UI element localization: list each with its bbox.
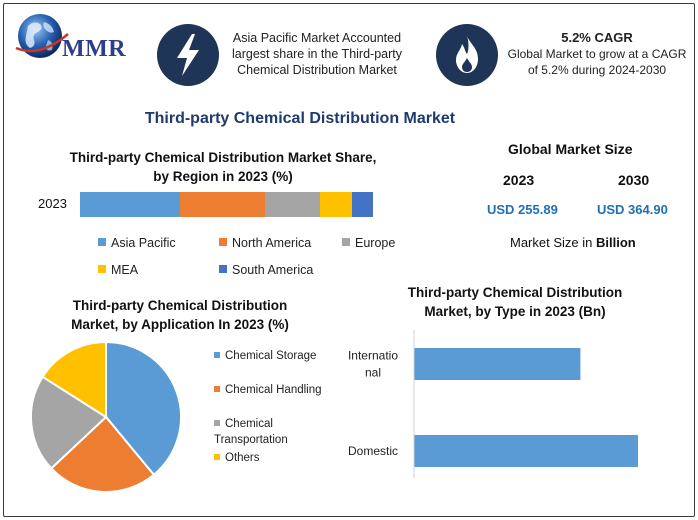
region-segment-europe (264, 192, 321, 217)
region-legend-item: Asia Pacific (98, 236, 176, 250)
legend-swatch (342, 238, 350, 246)
legend-label: North America (232, 236, 312, 250)
legend-swatch (214, 352, 220, 358)
region-segment-south-america (352, 192, 373, 217)
legend-label: MEA (111, 263, 139, 277)
flame-icon (436, 24, 498, 86)
type-chart-title: Third-party Chemical Distribution Market… (407, 285, 623, 319)
logo-text: MMR (62, 36, 127, 62)
legend-swatch (219, 265, 227, 273)
application-pie-chart (30, 340, 182, 493)
pie-slice-chemical-handling (49, 415, 156, 493)
highlight-card-cagr: 5.2% CAGR Global Market to grow at a CAG… (436, 24, 686, 86)
cagr-title: 5.2% CAGR (561, 30, 633, 45)
legend-swatch (219, 238, 227, 246)
region-legend-item: Europe (342, 236, 395, 250)
cagr-description: Global Market to grow at a CAGR of 5.2% … (507, 47, 687, 77)
type-bar-international (414, 348, 581, 380)
application-chart-title: Third-party Chemical Distribution Market… (71, 298, 289, 332)
legend-label: Asia Pacific (111, 236, 176, 250)
legend-label: South America (232, 263, 314, 277)
market-value-2030: USD 364.90 (597, 202, 668, 217)
legend-label: Others (225, 452, 260, 464)
type-bar-chart: Internatio nal Domestic (348, 330, 638, 478)
application-legend-item: Chemical Storage (214, 348, 334, 364)
region-legend-item: North America (219, 236, 311, 250)
legend-swatch (98, 238, 106, 246)
pie-slice-chemical-transportation (30, 375, 108, 470)
application-legend-item: Others (214, 450, 334, 466)
pie-slice-others (41, 340, 107, 419)
pie-slice-chemical-storage (105, 340, 182, 477)
year-2030-label: 2030 (618, 172, 650, 188)
legend-label: Chemical Handling (225, 384, 322, 396)
main-title: Third-party Chemical Distribution Market (144, 110, 456, 127)
region-segment-asia-pacific (80, 192, 180, 217)
year-2023-label: 2023 (503, 172, 535, 188)
legend-label: Chemical Transportation (214, 418, 288, 446)
market-value-2023: USD 255.89 (487, 202, 558, 217)
global-market-size-title: Global Market Size (508, 141, 633, 157)
legend-swatch (214, 420, 220, 426)
card2-text-block: 5.2% CAGR Global Market to grow at a CAG… (502, 30, 692, 78)
type-category-label: Internatio (348, 349, 398, 363)
unit-prefix: Market Size in (510, 235, 593, 250)
application-legend-item: Chemical Transportation (214, 416, 334, 448)
legend-label: Chemical Storage (225, 350, 317, 362)
region-chart-title: Third-party Chemical Distribution Market… (69, 150, 377, 184)
type-category-label: Domestic (348, 444, 398, 458)
card1-text: Asia Pacific Market Accounted largest sh… (232, 31, 402, 77)
highlight-card-asia-pacific: Asia Pacific Market Accounted largest sh… (157, 24, 413, 86)
legend-swatch (214, 386, 220, 392)
unit-bold: Billion (596, 235, 636, 250)
region-legend-item: MEA (98, 263, 138, 277)
legend-label: Europe (355, 236, 396, 250)
mmr-logo: MMR (10, 6, 150, 66)
type-bar-domestic (414, 435, 638, 467)
market-size-unit: Market Size in Billion (510, 235, 636, 250)
region-segment-north-america (179, 192, 265, 217)
globe-icon (15, 14, 69, 58)
legend-swatch (214, 454, 220, 460)
type-category-label: nal (365, 366, 381, 380)
region-segment-mea (320, 192, 353, 217)
region-category-label: 2023 (38, 196, 67, 211)
region-legend-item: South America (219, 263, 313, 277)
region-stacked-bar (80, 192, 373, 217)
lightning-bolt-icon (157, 24, 219, 86)
legend-swatch (98, 265, 106, 273)
application-legend-item: Chemical Handling (214, 382, 334, 398)
